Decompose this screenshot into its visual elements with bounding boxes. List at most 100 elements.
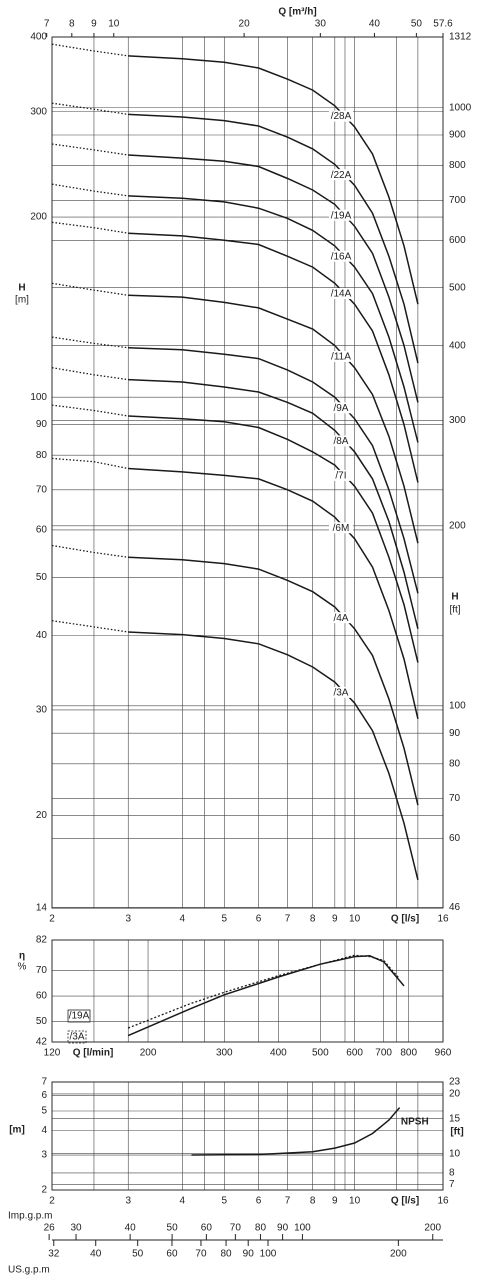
x-tick-label: 960 xyxy=(435,1048,452,1059)
y2-tick-label: 8 xyxy=(449,1168,455,1179)
y2-tick-label: 46 xyxy=(449,902,461,913)
legend-box xyxy=(67,1009,91,1023)
x-tick-label: 10 xyxy=(349,914,361,925)
x-tick-label: 8 xyxy=(310,914,316,925)
x-tick-label: 16 xyxy=(437,914,449,925)
legend-label: /3A xyxy=(69,1032,84,1043)
y2-tick-label: 90 xyxy=(449,728,461,739)
y2-tick-label: 300 xyxy=(449,415,466,426)
x2-tick-label: 40 xyxy=(369,19,381,30)
curve-label: NPSH xyxy=(401,1117,429,1128)
x-tick-label: 16 xyxy=(437,1196,449,1207)
y-tick-label: 82 xyxy=(36,935,48,946)
y2-tick-label: 23 xyxy=(449,1077,461,1088)
curve-extension xyxy=(51,282,129,296)
curve xyxy=(128,113,419,364)
y-axis-unit: [m] xyxy=(15,295,29,306)
y2-tick-label: 500 xyxy=(449,282,466,293)
x-tick-label: 2 xyxy=(49,1196,55,1207)
y-tick-label: 3 xyxy=(41,1150,47,1161)
y2-tick-label: 20 xyxy=(449,1089,461,1100)
y-tick-label: 6 xyxy=(41,1090,47,1101)
legend-box xyxy=(67,1030,87,1044)
curve-label: /11A xyxy=(331,352,351,363)
x-tick-label: 700 xyxy=(375,1048,392,1059)
curve xyxy=(127,954,400,1029)
x2-tick-label: 50 xyxy=(411,19,423,30)
x-tick-label: 120 xyxy=(44,1048,61,1059)
y2-tick-label: 900 xyxy=(449,130,466,141)
y2-axis-label: H xyxy=(451,592,458,603)
scale-tick-label: 32 xyxy=(48,1249,60,1260)
y2-tick-label: 1312 xyxy=(449,32,472,43)
curve-label-bg xyxy=(328,612,353,624)
curve xyxy=(128,631,419,881)
x2-tick-label: 20 xyxy=(239,19,251,30)
scale-tick-label: 40 xyxy=(90,1249,102,1260)
x-tick-label: 3 xyxy=(125,1196,131,1207)
x-tick-label: 6 xyxy=(256,1196,262,1207)
y-axis-label: [m] xyxy=(9,1125,25,1136)
curve xyxy=(128,556,419,806)
x-tick-label: 300 xyxy=(216,1048,233,1059)
curve-extension xyxy=(51,43,129,57)
x-tick-label: 800 xyxy=(400,1048,417,1059)
x-tick-label: 7 xyxy=(285,1196,291,1207)
x-axis-label: Q [l/s] xyxy=(391,1196,419,1207)
y2-tick-label: 400 xyxy=(449,340,466,351)
scale-tick-label: 50 xyxy=(132,1249,144,1260)
y-tick-label: 40 xyxy=(36,630,48,641)
curve xyxy=(128,378,419,629)
curve-label: /4A xyxy=(333,613,348,624)
scale-tick-label: 100 xyxy=(294,1223,311,1234)
curve-label-bg xyxy=(328,402,353,414)
curve-label: /19A xyxy=(331,210,352,221)
scale-tick-label: 200 xyxy=(424,1223,441,1234)
x-tick-label: 500 xyxy=(312,1048,329,1059)
curve-extension xyxy=(51,544,129,558)
y-tick-label: 400 xyxy=(30,32,47,43)
curve-label-bg xyxy=(328,110,353,122)
scale-label: US.g.p.m xyxy=(8,1265,50,1276)
curve-extension xyxy=(51,143,129,156)
curve xyxy=(127,955,405,1037)
curve-label-bg xyxy=(328,686,353,698)
y2-tick-label: 7 xyxy=(449,1179,455,1190)
y-tick-label: 20 xyxy=(36,810,48,821)
y2-tick-label: 600 xyxy=(449,235,466,246)
curve-extension xyxy=(51,183,129,197)
y-axis-label: H xyxy=(18,283,25,294)
y2-tick-label: 80 xyxy=(449,758,461,769)
y2-tick-label: 15 xyxy=(449,1113,461,1124)
curve-label-bg xyxy=(328,522,353,534)
curve-label-bg xyxy=(328,288,353,300)
curve-label: /9A xyxy=(333,403,348,414)
x2-tick-label: 30 xyxy=(315,19,327,30)
y-tick-label: 2 xyxy=(41,1185,47,1196)
x-axis-label: Q [l/min] xyxy=(73,1048,114,1059)
scale-tick-label: 200 xyxy=(390,1249,407,1260)
y-tick-label: 42 xyxy=(36,1037,48,1048)
plot-frame xyxy=(51,1081,444,1191)
curve-label-bg xyxy=(328,169,353,181)
y-tick-label: 14 xyxy=(36,903,48,914)
y-tick-label: 60 xyxy=(36,525,48,536)
plot-frame xyxy=(51,36,444,909)
curve-label: /14A xyxy=(331,289,352,300)
y-tick-label: 70 xyxy=(36,484,48,495)
scale-tick-label: 90 xyxy=(277,1223,289,1234)
curve-label: /3A xyxy=(333,688,348,699)
curve-label-bg xyxy=(328,250,353,262)
curve xyxy=(128,232,419,483)
x-tick-label: 400 xyxy=(270,1048,287,1059)
curve-label: /6M xyxy=(333,523,350,534)
curve-label: /28A xyxy=(331,111,352,122)
y-tick-label: 80 xyxy=(36,450,48,461)
x-tick-label: 5 xyxy=(222,914,228,925)
curve xyxy=(191,1107,401,1156)
x-tick-label: 7 xyxy=(285,914,291,925)
curve-extension xyxy=(51,221,129,234)
curve xyxy=(128,154,419,403)
y2-axis-unit: [ft] xyxy=(449,605,460,616)
curve-label: /7I xyxy=(335,471,346,482)
